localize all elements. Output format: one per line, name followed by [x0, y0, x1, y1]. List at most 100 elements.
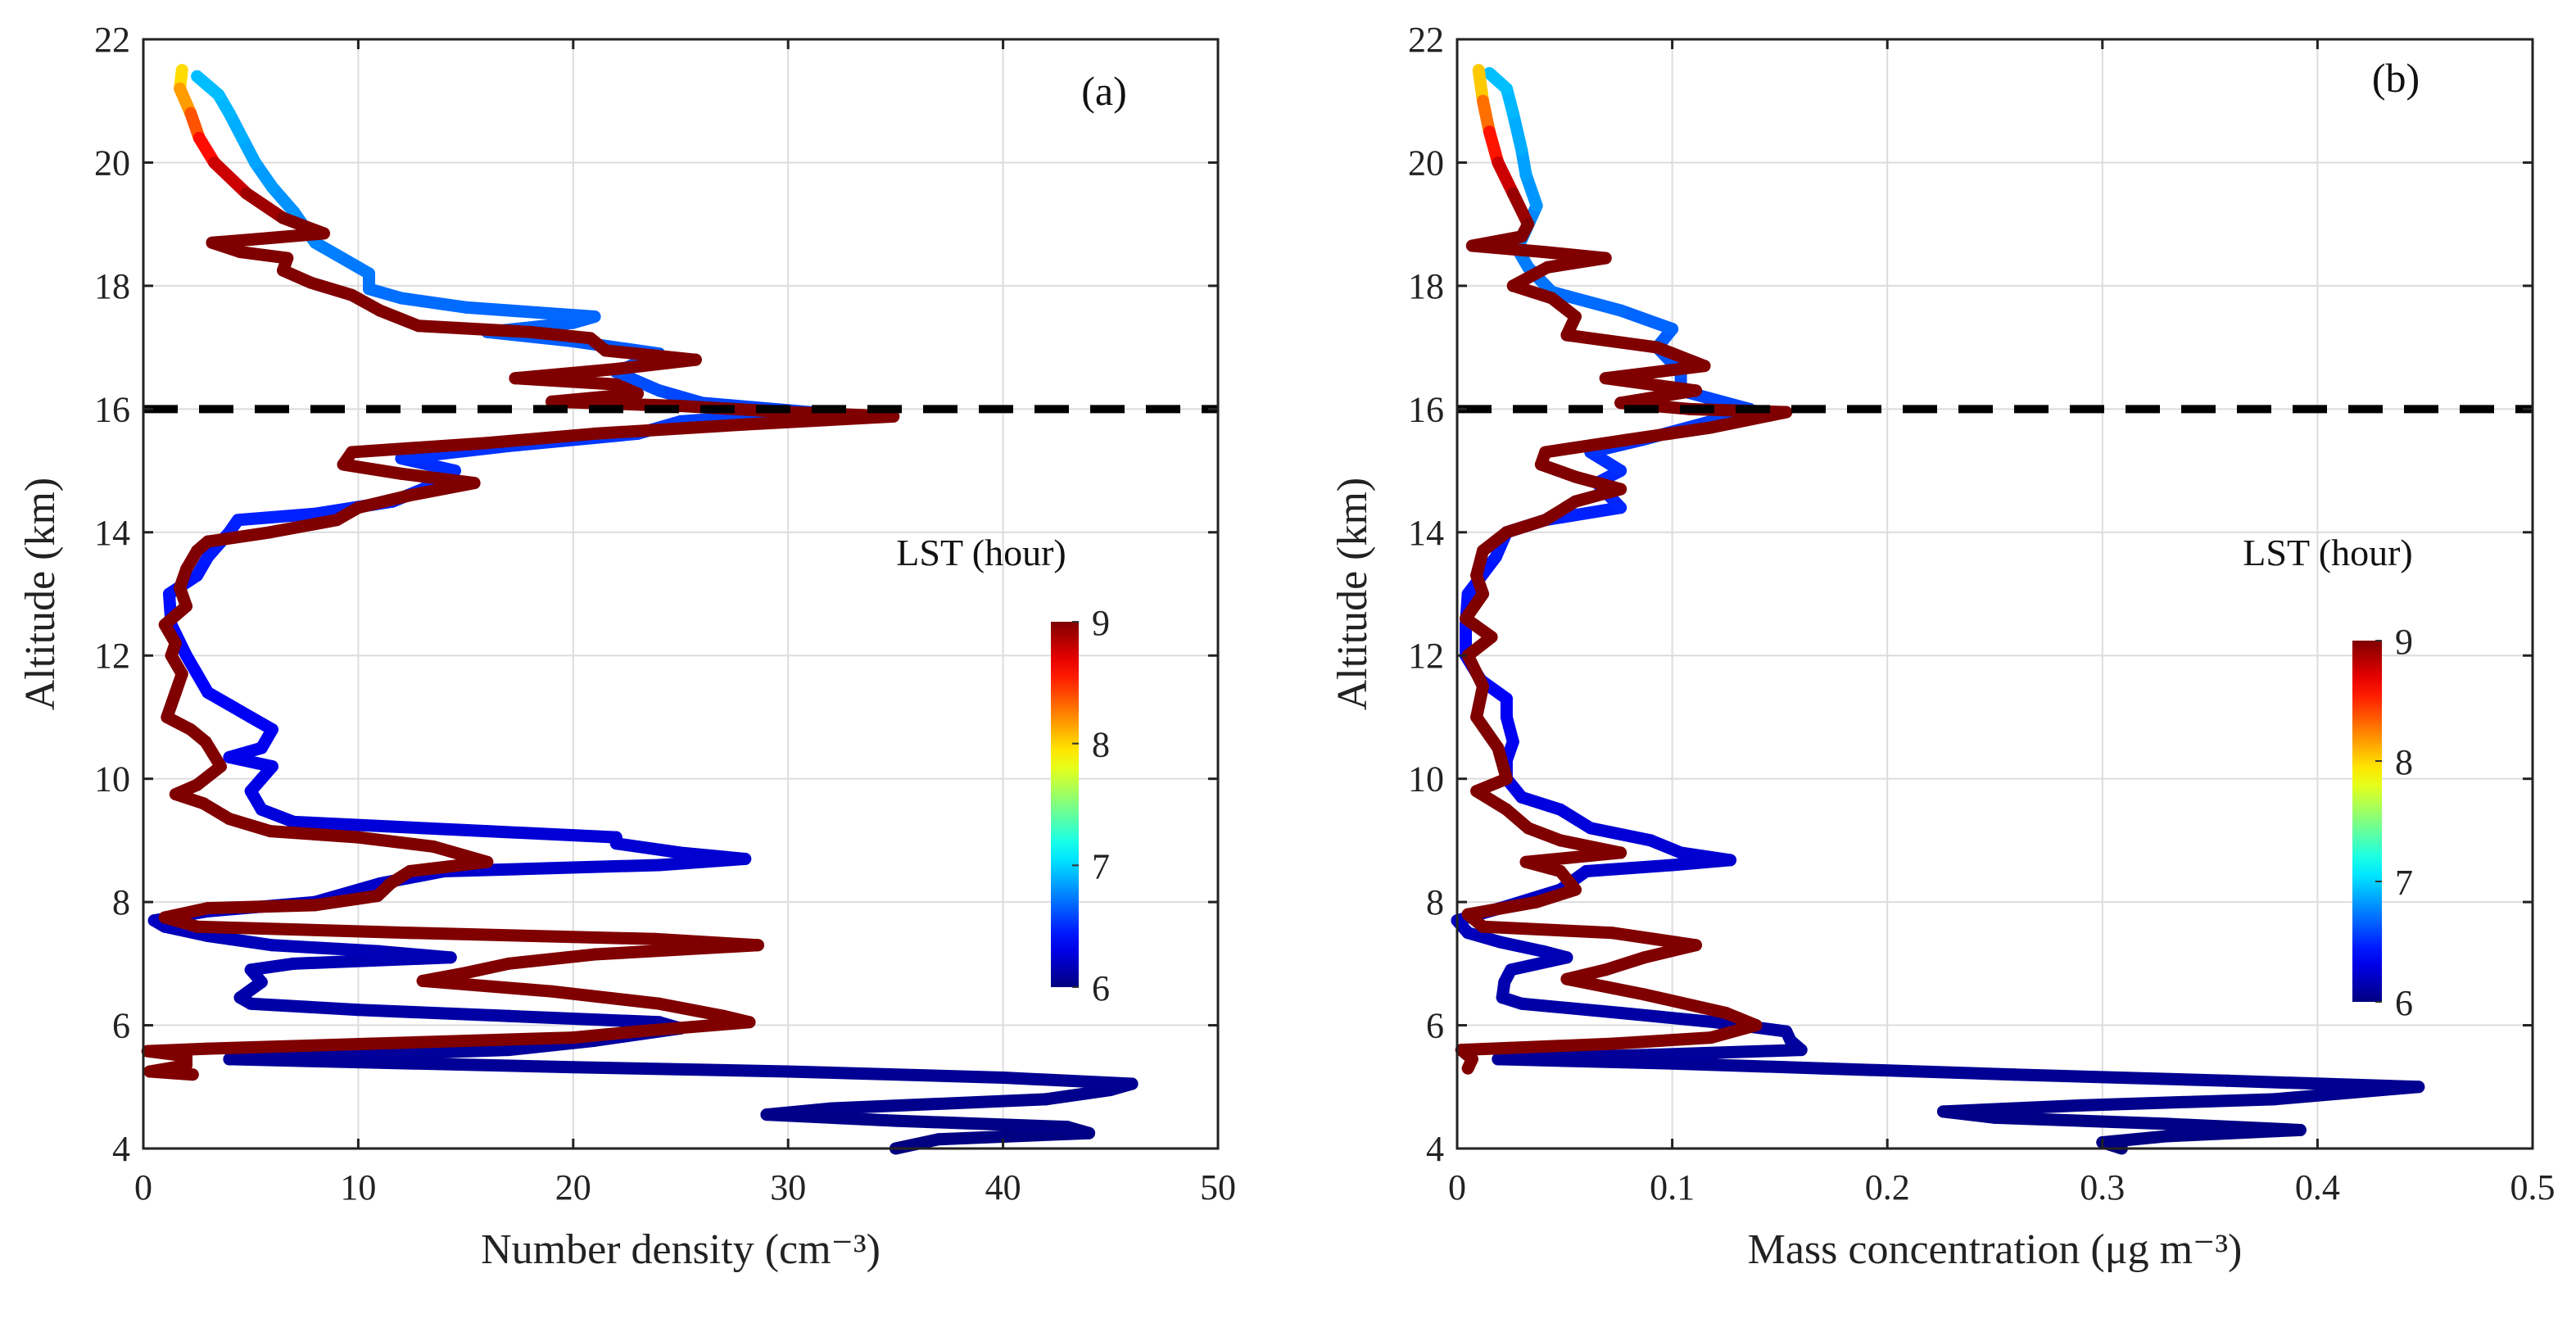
y-tick-label: 8: [1426, 882, 1444, 922]
data-segment: [191, 70, 225, 102]
axes-frame: [1456, 38, 2534, 1150]
data-segment: [1599, 951, 1650, 976]
data-segment: [502, 948, 601, 970]
data-segment: [460, 301, 601, 323]
colorbar-tick-label: 6: [2395, 983, 2413, 1023]
data-segment: [1614, 304, 1679, 336]
data-segment: [201, 929, 278, 952]
data-segment: [588, 418, 752, 440]
data-segment: [337, 458, 408, 480]
y-tick-label: 18: [1408, 266, 1444, 306]
data-segment: [1492, 1049, 1657, 1066]
data-segment: [632, 1016, 756, 1038]
colorbar-tick-label: 9: [1092, 603, 1110, 643]
colorbar-title: LST (hour): [2243, 532, 2412, 573]
y-tick-label: 18: [94, 266, 130, 306]
data-segment: [351, 1004, 515, 1022]
data-segment: [1539, 433, 1633, 459]
x-tick-label: 50: [1200, 1167, 1236, 1207]
data-segment: [502, 1009, 666, 1029]
colorbar-title: LST (hour): [896, 532, 1066, 573]
data-segment: [1705, 1019, 1763, 1044]
series-descent: [1455, 64, 1793, 1075]
data-segment: [363, 1031, 580, 1050]
chart-panel-b: 0 0.1 0.2 0.3 0.4 0.5 4 6 8 10 12 14 16 18 20 22 Mass co…: [1329, 20, 2555, 1273]
data-segment: [1584, 822, 1657, 847]
y-tick-label: 14: [94, 513, 130, 553]
data-segment: [460, 957, 515, 980]
data-segment: [158, 920, 215, 942]
y-tick-label: 6: [1426, 1006, 1444, 1046]
data-segment: [201, 1037, 376, 1055]
x-tick-label: 40: [985, 1167, 1021, 1207]
data-segment: [2221, 1074, 2425, 1094]
data-segment: [1705, 406, 1793, 434]
data-segment: [1546, 285, 1628, 317]
data-segment: [1515, 791, 1567, 816]
colorbar-scale: [2352, 641, 2382, 1002]
y-tick-label: 4: [1426, 1129, 1444, 1169]
y-tick-label: 16: [1408, 389, 1444, 429]
data-segment: [1515, 997, 1628, 1020]
data-segment: [481, 825, 622, 844]
x-tick-label: 0.2: [1865, 1167, 1910, 1207]
x-tick-label: 30: [770, 1167, 806, 1207]
data-segment: [143, 1065, 199, 1081]
x-tick-label: 10: [340, 1167, 376, 1207]
x-axis-label: Number density (cm⁻³): [481, 1226, 881, 1273]
data-segment: [889, 1114, 1074, 1134]
data-segment: [1666, 1057, 1829, 1075]
y-tick-label: 12: [94, 636, 130, 676]
data-segment: [1560, 328, 1664, 354]
data-segment: [1494, 936, 1550, 958]
data-segment: [653, 997, 730, 1022]
data-segment: [244, 997, 364, 1017]
data-segment: [825, 1093, 1053, 1115]
data-segment: [1039, 1084, 1117, 1106]
data-segment: [1477, 920, 1618, 940]
data-segment: [1506, 279, 1559, 305]
data-segment: [201, 899, 322, 915]
data-segment: [1674, 846, 1737, 867]
data-segment: [1605, 1031, 1718, 1050]
data-segment: [1816, 1062, 2021, 1081]
data-segment: [2096, 1130, 2174, 1149]
data-segment: [1455, 1037, 1618, 1057]
data-segment: [567, 1025, 645, 1044]
data-segment: [351, 831, 440, 853]
colorbar: LST (hour) 6 7 8 9: [896, 532, 1110, 1008]
colorbar-tick-label: 9: [2395, 622, 2413, 662]
data-segment: [1580, 859, 1679, 877]
data-segment: [1569, 483, 1628, 508]
colorbar-scale: [1051, 622, 1079, 987]
axes-frame: [142, 38, 1220, 1150]
x-tick-label: 0.5: [2510, 1167, 2556, 1207]
data-segment: [1483, 66, 1513, 95]
data-segment: [1461, 1053, 1478, 1075]
data-segment: [264, 825, 364, 844]
y-axis-label: Altitude (km): [17, 478, 64, 711]
data-segment: [208, 156, 253, 200]
data-segment: [403, 477, 481, 502]
data-segment: [351, 1056, 580, 1074]
data-segment: [437, 859, 666, 877]
data-segment: [2008, 1068, 2234, 1087]
data-segment: [1620, 421, 1718, 446]
y-tick-label: 4: [112, 1129, 130, 1169]
data-segment: [223, 813, 277, 838]
data-segment: [1936, 1099, 2088, 1118]
data-segment: [265, 939, 387, 958]
data-segment: [781, 1065, 1010, 1084]
data-segment: [739, 410, 900, 431]
data-segment: [1541, 251, 1612, 274]
data-segment: [351, 1044, 515, 1062]
data-segment: [609, 353, 702, 375]
colorbar-tick-label: 7: [2395, 863, 2413, 903]
data-segment: [191, 920, 416, 940]
y-tick-label: 22: [1408, 20, 1444, 60]
data-segment: [346, 437, 494, 459]
data-segment: [1506, 106, 1528, 156]
panel-label: (b): [2372, 55, 2420, 101]
data-segment: [1637, 939, 1702, 964]
